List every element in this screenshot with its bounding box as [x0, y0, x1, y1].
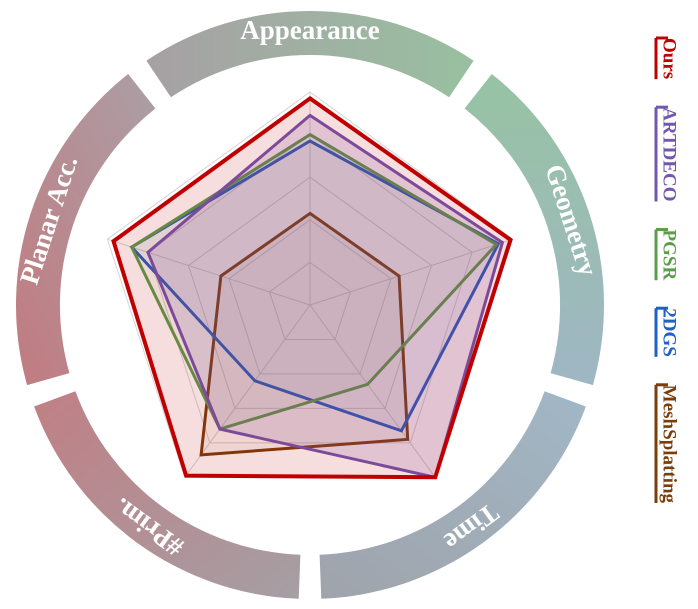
plot-area	[111, 95, 513, 480]
ring-segment	[464, 74, 605, 386]
ring-segment	[319, 391, 586, 599]
grid-ring	[147, 133, 473, 444]
grid-ring	[187, 176, 433, 409]
series-area	[111, 95, 513, 480]
grid-spoke	[107, 238, 311, 306]
series-area	[146, 113, 505, 480]
grid	[106, 91, 514, 478]
legend-label: MeshSplatting	[659, 385, 680, 504]
legend: Ours ARTDECO PGSR 2DGS MeshSplatting	[654, 36, 680, 504]
grid-ring	[228, 219, 392, 375]
grid-spoke	[309, 304, 436, 478]
series-area	[129, 132, 499, 431]
grid-spoke	[309, 238, 513, 306]
axis-label: Appearance	[240, 15, 379, 45]
legend-label: Ours	[659, 38, 680, 79]
ring-segment	[146, 10, 474, 98]
grid-spoke	[184, 304, 311, 478]
legend-label: ARTDECO	[659, 107, 680, 201]
legend-label: PGSR	[659, 230, 680, 281]
grid-ring	[268, 261, 352, 340]
legend-label: 2DGS	[659, 308, 680, 357]
ring-segment	[15, 74, 156, 386]
ring-segment	[34, 391, 301, 599]
